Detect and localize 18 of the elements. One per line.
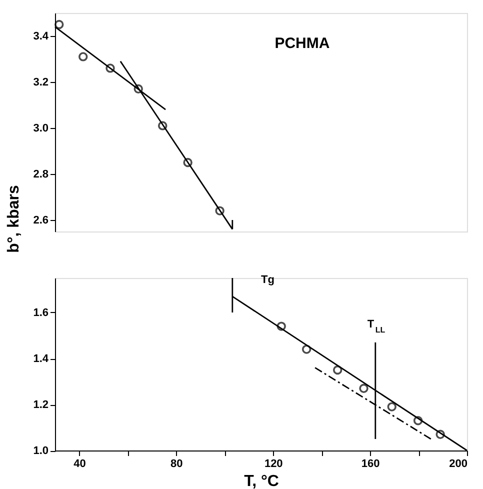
y-tick-label: 1.4 <box>33 353 50 365</box>
annotation: Tg <box>261 274 274 286</box>
y-tick-label: 1.2 <box>33 399 48 411</box>
y-tick-label: 3.4 <box>33 30 50 42</box>
y-tick-label: 1.0 <box>33 445 48 457</box>
x-tick-label: 120 <box>264 458 283 470</box>
x-tick-label: 200 <box>449 458 468 470</box>
y-tick-label: 3.0 <box>33 122 48 134</box>
y-tick-label: 3.2 <box>33 76 48 88</box>
x-tick-label: 40 <box>74 458 86 470</box>
text: PCHMA <box>274 35 330 52</box>
x-tick-label: 160 <box>361 458 380 470</box>
y-tick-label: 2.6 <box>33 214 48 226</box>
y-tick-label: 2.8 <box>33 168 48 180</box>
x-axis-title: T, °C <box>244 473 280 489</box>
y-tick-label: 1.6 <box>33 307 48 319</box>
x-tick-label: 80 <box>170 458 183 470</box>
y-axis-title: b°, kbars <box>6 185 22 253</box>
